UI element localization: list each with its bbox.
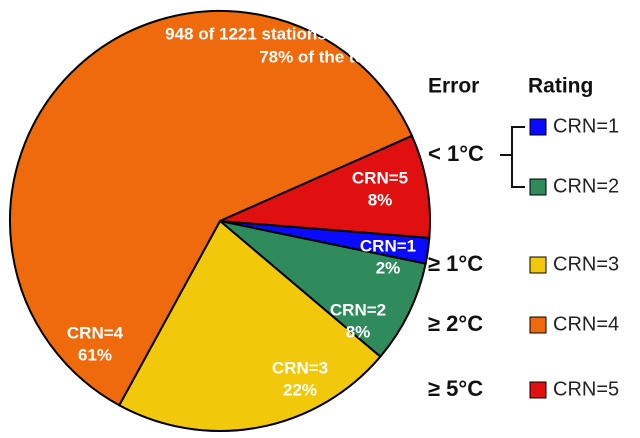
slice-value-label: 22% xyxy=(283,380,317,399)
legend-label: CRN=5 xyxy=(553,378,619,400)
slice-label: CRN=5 xyxy=(352,168,408,187)
legend-swatch xyxy=(529,118,547,136)
legend-swatch xyxy=(529,316,547,334)
legend-title-rating: Rating xyxy=(528,75,593,98)
legend-title-error: Error xyxy=(428,75,479,98)
slice-value-label: 8% xyxy=(346,322,371,341)
chart-subtitle: 78% of the total xyxy=(259,47,385,66)
pie-slice xyxy=(219,220,427,359)
error-label: ≥ 1°C xyxy=(428,251,483,276)
error-label: ≥ 5°C xyxy=(428,376,483,401)
slice-value-label: 8% xyxy=(368,190,393,209)
slice-value-label: 2% xyxy=(376,258,401,277)
legend-label: CRN=2 xyxy=(553,175,619,197)
slice-value-label: 61% xyxy=(78,345,112,364)
bracket xyxy=(500,126,525,188)
legend-swatch xyxy=(529,178,547,196)
legend-label: CRN=4 xyxy=(553,313,619,335)
pie xyxy=(9,10,431,432)
error-label: ≥ 2°C xyxy=(428,311,483,336)
pie-slice xyxy=(9,10,414,407)
legend-swatch xyxy=(529,381,547,399)
error-label: < 1°C xyxy=(428,141,484,166)
legend-swatch xyxy=(529,256,547,274)
chart-title: 948 of 1221 stations rated as of 5/31/09 xyxy=(165,24,479,43)
slice-label: CRN=1 xyxy=(360,236,416,255)
pie-slice xyxy=(219,134,431,239)
slice-label: CRN=3 xyxy=(272,358,328,377)
legend-label: CRN=3 xyxy=(553,253,619,275)
legend-label: CRN=1 xyxy=(553,115,619,137)
slice-label: CRN=2 xyxy=(330,300,386,319)
pie-slice xyxy=(117,219,382,432)
slice-label: CRN=4 xyxy=(67,323,124,342)
